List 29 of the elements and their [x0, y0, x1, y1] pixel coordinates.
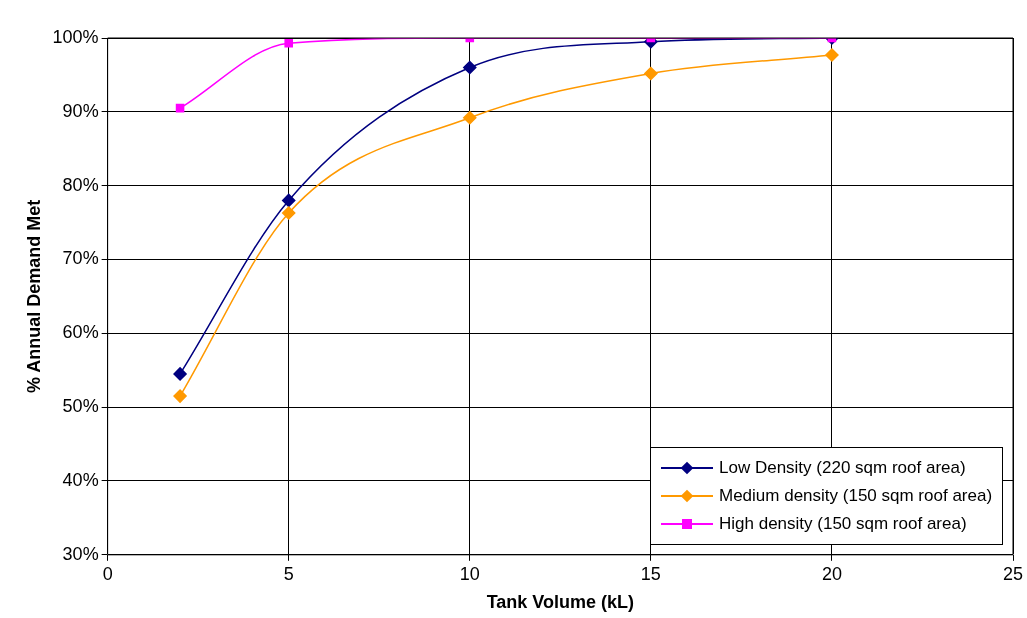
y-tick-label: 50%: [62, 396, 99, 417]
x-tick-label: 15: [640, 563, 661, 584]
point: [173, 367, 187, 381]
y-tick-label: 90%: [62, 100, 99, 121]
legend-label: Low Density (220 sqm roof area): [719, 457, 966, 478]
point: [281, 206, 296, 220]
point: [173, 389, 187, 403]
point: [463, 60, 477, 75]
y-tick-label: 60%: [62, 322, 99, 343]
legend-label: High density (150 sqm roof area): [719, 513, 967, 534]
y-tick-label: 70%: [62, 248, 99, 269]
x-tick-label: 5: [283, 563, 294, 584]
point: [284, 38, 293, 48]
point: [281, 193, 296, 208]
point: [463, 110, 477, 125]
x-axis-title: Tank Volume (kL): [486, 592, 634, 613]
y-tick-label: 80%: [62, 174, 99, 195]
x-tick-label: 20: [821, 563, 842, 584]
point: [825, 48, 839, 62]
point: [644, 66, 658, 81]
y-tick-label: 100%: [52, 26, 99, 47]
y-tick-label: 30%: [62, 543, 99, 564]
point: [175, 103, 185, 113]
x-tick-label: 25: [1002, 563, 1024, 584]
legend-label: Medium density (150 sqm roof area): [719, 485, 993, 506]
y-axis-title: % Annual Demand Met: [23, 199, 44, 394]
y-tick-label: 40%: [62, 469, 99, 490]
x-tick-label: 10: [459, 563, 480, 584]
x-tick-label: 0: [102, 563, 113, 584]
